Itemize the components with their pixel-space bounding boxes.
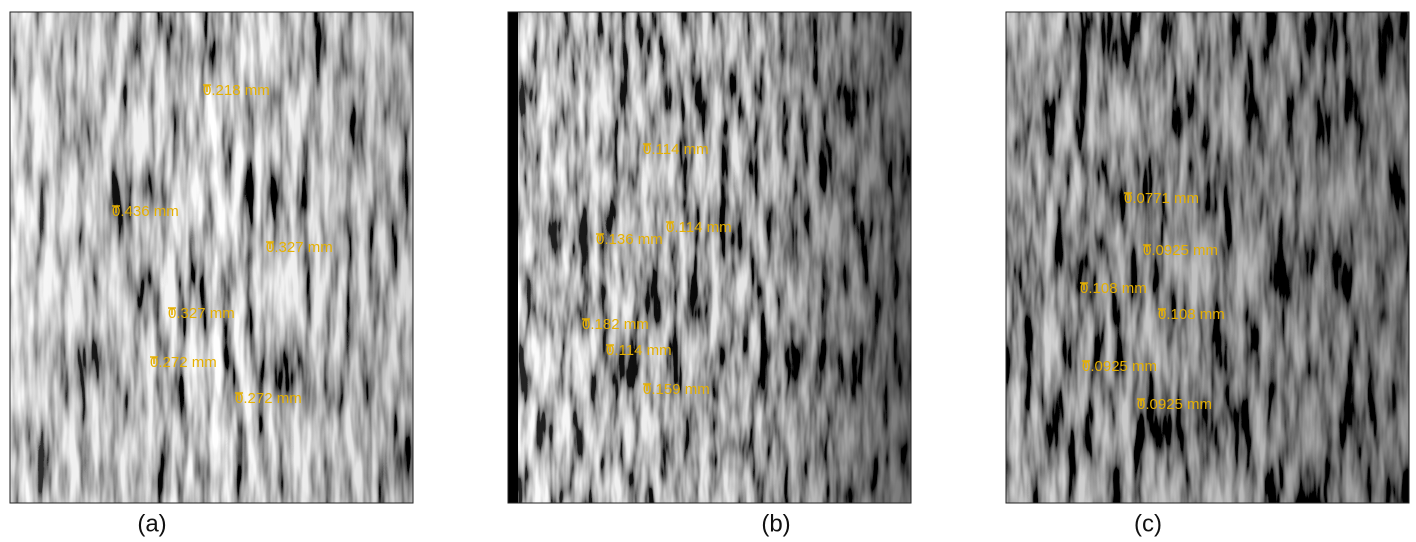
measure-marker xyxy=(112,205,120,213)
measure-marker xyxy=(582,318,590,326)
panel-label: (c) xyxy=(1134,510,1162,537)
measurement: 0.0925 mm xyxy=(1143,242,1218,259)
measurement: 0.272 mm xyxy=(150,354,217,371)
measure-marker xyxy=(643,383,651,391)
measure-marker xyxy=(643,143,651,151)
measure-marker xyxy=(1158,308,1166,316)
image-c xyxy=(1005,11,1410,504)
image-a xyxy=(9,11,414,504)
measurement: 0.0771 mm xyxy=(1124,190,1199,207)
measurement: 0.0925 mm xyxy=(1137,396,1212,413)
measurement: 0.114 mm xyxy=(606,342,672,359)
measurement: 0.159 mm xyxy=(643,381,710,398)
measurement: 0.114 mm xyxy=(666,219,732,236)
measurement: 0.114 mm xyxy=(643,141,709,158)
measure-marker xyxy=(235,392,243,400)
measure-marker xyxy=(168,307,176,315)
measurement: 0.327 mm xyxy=(168,305,235,322)
measurement: 0.327 mm xyxy=(266,239,333,256)
measure-marker xyxy=(1080,282,1088,290)
measurement: 0.218 mm xyxy=(203,82,270,99)
measure-marker xyxy=(596,233,604,241)
measure-marker xyxy=(203,84,211,92)
measurement: 0.108 mm xyxy=(1080,280,1147,297)
image-b xyxy=(507,11,912,504)
measure-marker xyxy=(606,344,614,352)
measurement: 0.0925 mm xyxy=(1082,358,1157,375)
measure-marker xyxy=(1124,192,1132,200)
panel-label: (a) xyxy=(137,510,166,537)
measurement: 0.436 mm xyxy=(112,203,179,220)
measure-marker xyxy=(1143,244,1151,252)
measure-marker xyxy=(1082,360,1090,368)
measurement: 0.272 mm xyxy=(235,390,302,407)
measurement: 0.108 mm xyxy=(1158,306,1225,323)
measure-marker xyxy=(150,356,158,364)
measure-marker xyxy=(1137,398,1145,406)
measurement: 0.182 mm xyxy=(582,316,649,333)
measure-marker xyxy=(266,241,274,249)
measurement: 0.136 mm xyxy=(596,231,663,248)
panel-label: (b) xyxy=(761,510,790,537)
measure-marker xyxy=(666,221,674,229)
